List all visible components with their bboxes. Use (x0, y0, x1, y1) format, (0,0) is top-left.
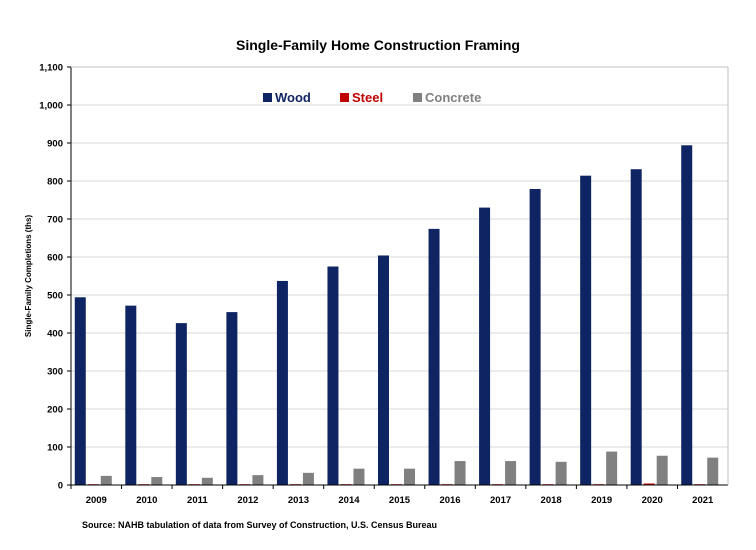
bar-wood-2017 (479, 207, 491, 485)
bar-concrete-2018 (555, 461, 567, 485)
legend-swatch-wood (263, 93, 272, 102)
bar-concrete-2012 (252, 475, 264, 485)
x-tick-label: 2009 (86, 495, 107, 506)
bar-wood-2018 (529, 188, 541, 486)
bar-concrete-2017 (505, 461, 517, 485)
bar-concrete-2010 (151, 477, 163, 485)
bars (74, 145, 719, 486)
x-tick-label: 2017 (490, 495, 511, 506)
y-tick-label: 200 (47, 405, 63, 416)
bar-wood-2021 (681, 145, 693, 485)
y-tick-label: 300 (47, 367, 63, 378)
bar-wood-2009 (74, 297, 86, 485)
x-tick-label: 2013 (288, 495, 309, 506)
legend-swatch-concrete (413, 93, 422, 102)
bar-wood-2020 (630, 169, 642, 485)
legend-label-wood: Wood (275, 90, 311, 105)
y-tick-label: 400 (47, 329, 63, 340)
y-tick-label: 800 (47, 177, 63, 188)
chart-title: Single-Family Home Construction Framing (236, 37, 520, 53)
axes (67, 66, 729, 489)
gridlines (71, 66, 728, 448)
x-tick-label: 2018 (541, 495, 562, 506)
bar-concrete-2013 (302, 472, 314, 485)
x-tick-label: 2012 (237, 495, 258, 506)
y-tick-label: 700 (47, 215, 63, 226)
y-tick-label: 500 (47, 291, 63, 302)
x-tick-label: 2011 (187, 495, 208, 506)
x-tick-label: 2016 (439, 495, 460, 506)
y-tick-label: 0 (58, 481, 63, 492)
legend: Wood Steel Concrete (263, 90, 481, 105)
bar-wood-2015 (378, 255, 389, 485)
legend-swatch-steel (340, 93, 349, 102)
bar-concrete-2011 (201, 477, 213, 485)
bar-wood-2014 (327, 266, 339, 485)
x-tick-labels: 2009 2010 2011 2012 2013 2014 2015 2016 2017 2018… (86, 495, 714, 506)
bar-concrete-2021 (707, 457, 719, 485)
x-tick-label: 2014 (338, 495, 360, 506)
bar-wood-2010 (125, 305, 137, 485)
x-tick-label: 2021 (692, 495, 714, 506)
bar-concrete-2020 (656, 455, 668, 485)
bar-wood-2011 (175, 323, 187, 485)
y-tick-labels: 0 100 200 300 400 500 600 700 800 900 1,000 1,100 (39, 63, 63, 492)
bar-wood-2012 (226, 312, 238, 485)
bar-concrete-2014 (353, 468, 365, 485)
bar-concrete-2015 (404, 468, 415, 485)
bar-concrete-2019 (606, 451, 618, 485)
source-note: Source: NAHB tabulation of data from Sur… (82, 520, 438, 530)
legend-label-steel: Steel (352, 90, 383, 105)
y-tick-label: 1,100 (39, 63, 63, 74)
y-tick-label: 1,000 (39, 101, 63, 112)
x-tick-label: 2015 (389, 495, 411, 506)
x-tick-label: 2019 (591, 495, 612, 506)
y-tick-label: 900 (47, 139, 63, 150)
bar-wood-2019 (580, 175, 592, 485)
bar-concrete-2009 (100, 475, 112, 485)
y-tick-label: 100 (47, 443, 63, 454)
bar-concrete-2016 (454, 461, 466, 485)
x-tick-label: 2020 (642, 495, 663, 506)
legend-label-concrete: Concrete (425, 90, 481, 105)
bar-steel-2020 (643, 483, 655, 485)
y-axis-label: Single-Family Completions (ths) (24, 215, 33, 338)
bar-wood-2016 (428, 228, 440, 485)
x-tick-label: 2010 (136, 495, 157, 506)
bar-chart: 0 100 200 300 400 500 600 700 800 900 1,000 1,100 2… (24, 63, 729, 506)
bar-wood-2013 (276, 280, 288, 485)
y-tick-label: 600 (47, 253, 63, 264)
